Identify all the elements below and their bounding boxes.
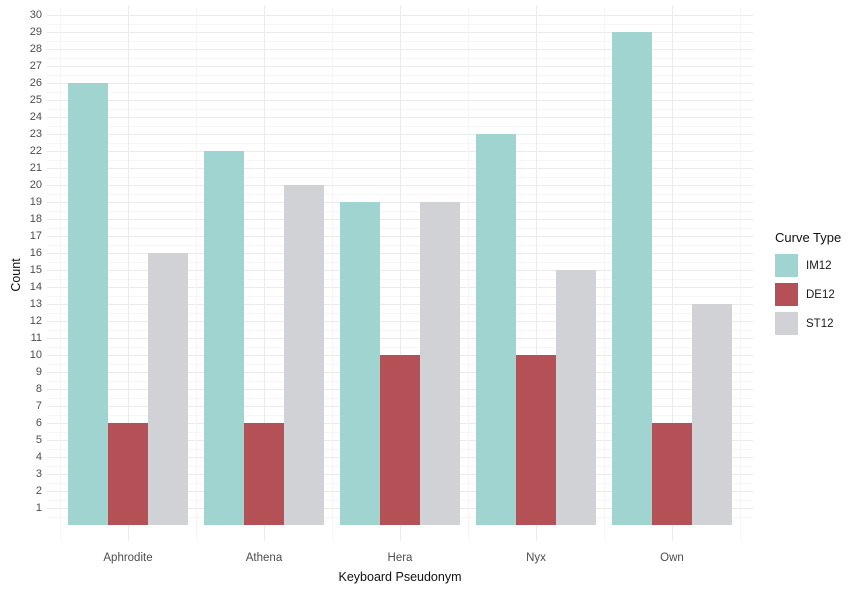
gridline-major-vertical (672, 5, 673, 541)
y-tick-label: 9 (35, 366, 42, 378)
y-tick-label: 1 (35, 502, 42, 514)
y-tick-label: 29 (29, 26, 42, 38)
x-tick-label: Nyx (526, 552, 546, 564)
y-tick-label: 18 (29, 213, 42, 225)
y-tick-label: 15 (29, 264, 42, 276)
legend-key-swatch (775, 254, 798, 277)
y-tick-label: 24 (29, 111, 42, 123)
y-tick-label: 16 (29, 247, 42, 259)
y-tick-label: 14 (29, 281, 42, 293)
x-tick-label: Own (660, 552, 684, 564)
y-tick-label: 10 (29, 349, 42, 361)
x-axis-title: Keyboard Pseudonym (338, 570, 462, 584)
y-tick-label: 17 (29, 230, 42, 242)
x-tick-label: Aphrodite (103, 552, 153, 564)
legend-items: IM12 DE12 ST12 (775, 254, 841, 335)
y-tick-label: 5 (35, 434, 42, 446)
y-tick-label: 30 (29, 9, 42, 21)
y-tick-label: 13 (29, 298, 42, 310)
y-tick-label: 23 (29, 128, 42, 140)
gridline-major-vertical (536, 5, 537, 541)
bar-st12-aphrodite (148, 253, 188, 525)
bar-st12-nyx (556, 270, 596, 525)
y-tick-label: 11 (30, 332, 42, 344)
bar-de12-own (652, 423, 692, 525)
legend-label: IM12 (806, 259, 832, 272)
y-tick-label: 4 (35, 451, 42, 463)
legend-item-st12: ST12 (775, 312, 841, 335)
gridline-minor-vertical (604, 5, 605, 541)
y-tick-label: 7 (35, 400, 42, 412)
y-axis: 1 2 3 4 5 6 7 8 9 10 11 12 13 14 15 16 17 18 19 20 21 22 23 24 2… (0, 0, 42, 596)
plot-panel (47, 5, 753, 541)
bar-im12-nyx (476, 134, 516, 525)
y-tick-label: 27 (29, 60, 42, 72)
y-tick-label: 12 (29, 315, 42, 327)
gridline-minor-vertical (196, 5, 197, 541)
gridline-minor-vertical (740, 5, 741, 541)
y-tick-label: 19 (29, 196, 42, 208)
y-tick-label: 6 (35, 417, 42, 429)
legend-label: DE12 (806, 288, 835, 301)
gridline-major-vertical (264, 5, 265, 541)
x-tick-label: Hera (387, 552, 413, 564)
bar-de12-aphrodite (108, 423, 148, 525)
gridline-major-vertical (128, 5, 129, 541)
bar-im12-athena (204, 151, 244, 525)
y-tick-label: 8 (35, 383, 42, 395)
bar-st12-hera (420, 202, 460, 525)
y-tick-label: 26 (29, 77, 42, 89)
bar-st12-own (692, 304, 732, 525)
y-tick-label: 20 (29, 179, 42, 191)
legend-key-swatch (775, 312, 798, 335)
bar-im12-own (612, 32, 652, 525)
y-tick-label: 21 (29, 162, 42, 174)
legend-label: ST12 (806, 317, 834, 330)
bar-de12-athena (244, 423, 284, 525)
legend-key-swatch (775, 283, 798, 306)
y-tick-label: 25 (29, 94, 42, 106)
bar-im12-hera (340, 202, 380, 525)
bar-im12-aphrodite (68, 83, 108, 525)
gridline-minor-vertical (468, 5, 469, 541)
legend: Curve Type IM12 DE12 ST12 (775, 230, 841, 341)
bar-de12-nyx (516, 355, 556, 525)
x-tick-label: Athena (245, 552, 283, 564)
legend-item-de12: DE12 (775, 283, 841, 306)
y-tick-label: 22 (29, 145, 42, 157)
y-tick-label: 28 (29, 43, 42, 55)
legend-title: Curve Type (775, 230, 842, 245)
bar-st12-athena (284, 185, 324, 525)
legend-item-im12: IM12 (775, 254, 841, 277)
gridline-minor-vertical (332, 5, 333, 541)
y-tick-label: 2 (35, 485, 42, 497)
y-tick-label: 3 (35, 468, 42, 480)
gridline-major-vertical (400, 5, 401, 541)
bar-de12-hera (380, 355, 420, 525)
gridline-minor-vertical (60, 5, 61, 541)
